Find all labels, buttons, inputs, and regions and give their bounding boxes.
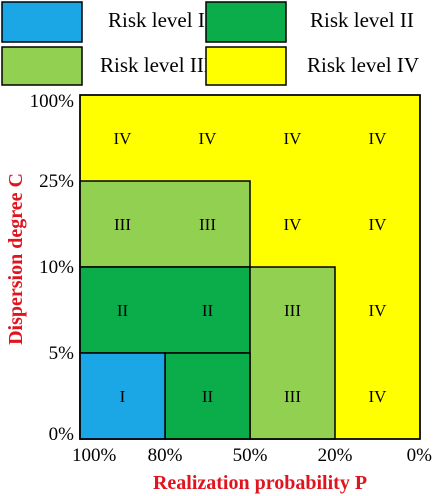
legend-label: Risk level IV: [307, 53, 419, 77]
y-tick-label: 5%: [49, 343, 75, 364]
risk-regions: [79, 94, 421, 440]
legend-label: Risk level I: [108, 8, 205, 32]
risk-region-iii-2: [249, 266, 336, 440]
legend-item-ii: Risk level II: [205, 1, 414, 43]
cell-label: III: [284, 387, 301, 406]
cell-label: IV: [199, 129, 218, 148]
x-tick-label: 100%: [72, 445, 117, 466]
legend-swatch: [1, 46, 83, 86]
cell-label: IV: [369, 387, 388, 406]
cell-label: III: [284, 301, 301, 320]
cell-label: III: [199, 215, 216, 234]
cell-label: II: [117, 301, 129, 320]
legend-item-iv: Risk level IV: [205, 46, 419, 86]
cell-label: IV: [369, 129, 388, 148]
legend: Risk level I Risk level II Risk level III R…: [1, 1, 419, 86]
legend-swatch: [1, 1, 83, 43]
legend-label: Risk level II: [310, 8, 414, 32]
risk-region-iii-0: [79, 180, 251, 268]
legend-label: Risk level III: [100, 53, 211, 77]
y-tick-label: 10%: [39, 257, 74, 278]
cell-label: II: [202, 301, 214, 320]
y-tick-label: 25%: [39, 171, 74, 192]
cell-label: III: [114, 215, 131, 234]
legend-swatch: [205, 46, 287, 86]
cell-label: IV: [284, 215, 303, 234]
y-tick-label: 0%: [49, 424, 75, 445]
cell-label: IV: [369, 301, 388, 320]
plot-border: [79, 94, 421, 440]
x-tick-label: 50%: [233, 445, 268, 466]
y-axis-title: Dispersion degree C: [5, 173, 27, 345]
x-tick-label: 0%: [407, 445, 433, 466]
legend-item-i: Risk level I: [1, 1, 205, 43]
cell-label: IV: [369, 215, 388, 234]
cell-label: I: [120, 387, 126, 406]
risk-region-ii-1: [79, 266, 251, 354]
x-axis-title: Realization probability P: [153, 472, 367, 494]
x-tick-label: 80%: [148, 445, 183, 466]
cell-label: II: [202, 387, 214, 406]
legend-item-iii: Risk level III: [1, 46, 211, 86]
x-tick-label: 20%: [318, 445, 353, 466]
y-tick-label: 100%: [30, 91, 75, 112]
cell-label: IV: [114, 129, 133, 148]
legend-swatch: [205, 1, 287, 43]
x-axis-ticks: 100% 80% 50% 20% 0%: [72, 445, 432, 466]
cell-label: IV: [284, 129, 303, 148]
y-axis-ticks: 0% 5% 10% 25% 100%: [30, 91, 75, 445]
